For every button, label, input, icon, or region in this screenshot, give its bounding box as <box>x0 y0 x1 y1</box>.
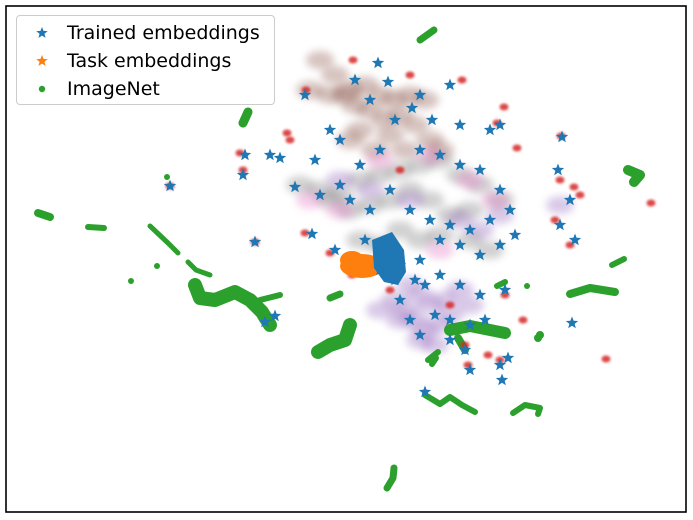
legend-item-task: Task embeddings <box>17 47 231 75</box>
legend: Trained embeddings Task embeddings Image… <box>16 15 275 105</box>
green-dot-icon <box>17 84 67 94</box>
trained-embedding-points <box>163 56 582 398</box>
legend-item-trained: Trained embeddings <box>17 19 260 47</box>
blue-star-icon <box>17 26 67 40</box>
legend-label: Trained embeddings <box>67 22 260 44</box>
plot-frame <box>5 5 687 513</box>
task-embedding-points <box>340 251 384 278</box>
orange-star-icon <box>17 54 67 68</box>
legend-label: ImageNet <box>67 78 160 100</box>
legend-item-imagenet: ImageNet <box>17 75 160 103</box>
legend-label: Task embeddings <box>67 50 232 72</box>
density-clouds <box>286 51 574 354</box>
